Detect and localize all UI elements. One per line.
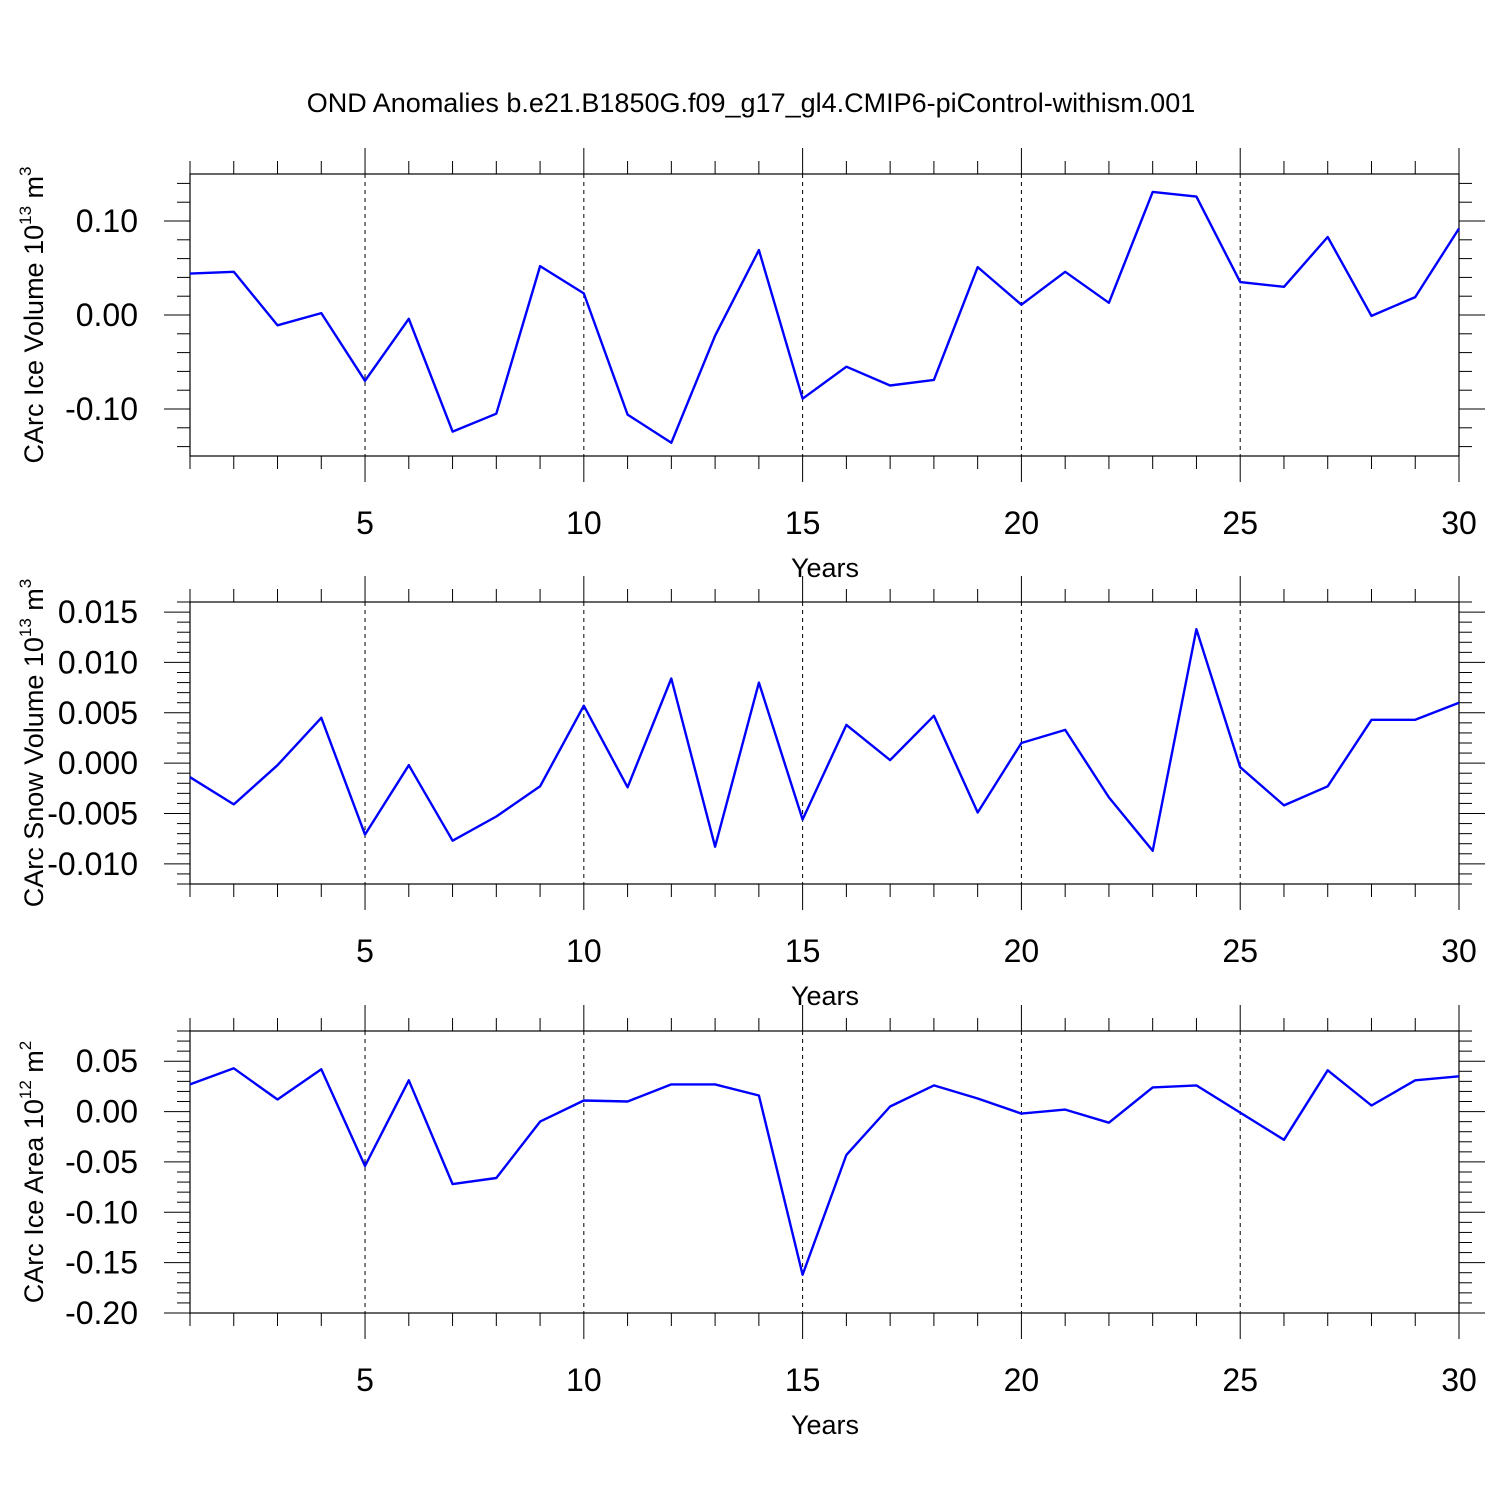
y-tick-label: 0.015 — [58, 594, 138, 630]
y-axis-title-unit: m — [19, 1050, 49, 1080]
y-axis-title-exponent: 13 — [16, 618, 35, 637]
plot-frame — [189, 1030, 1460, 1314]
y-axis-title-unit: m — [19, 588, 49, 618]
x-tick-label: 30 — [1441, 1362, 1477, 1398]
axis-ticks — [164, 576, 1485, 910]
x-tick-labels: 5 10 15 20 25 30 — [356, 1362, 1477, 1398]
x-tick-label: 15 — [785, 1362, 821, 1398]
y-tick-label: 0.005 — [58, 695, 138, 731]
ice-volume-line — [189, 190, 1461, 444]
y-axis-title-base: CArc Ice Area 10 — [19, 1099, 49, 1303]
x-grid — [364, 1031, 1241, 1313]
x-tick-label: 20 — [1004, 1362, 1040, 1398]
y-tick-labels: -0.010 -0.005 0.000 0.005 0.010 0.015 — [47, 594, 138, 882]
y-tick-labels: -0.20 -0.15 -0.10 -0.05 0.00 0.05 — [65, 1043, 138, 1331]
x-axis-title: Years — [791, 553, 859, 583]
y-axis-title-base: CArc Ice Volume 10 — [19, 225, 49, 464]
plot-frame — [189, 173, 1460, 457]
y-axis-title-unit-exponent: 2 — [16, 1041, 35, 1050]
x-tick-label: 5 — [356, 1362, 374, 1398]
x-tick-label: 10 — [566, 1362, 602, 1398]
x-grid — [364, 174, 1241, 456]
x-tick-label: 5 — [356, 505, 374, 541]
y-axis-title: CArc Ice Area 1012 m2 — [16, 1041, 49, 1304]
y-axis-title-exponent: 12 — [16, 1080, 35, 1099]
plot-frame — [189, 601, 1460, 885]
y-tick-label: 0.10 — [76, 203, 138, 239]
ice-area-line — [189, 1067, 1460, 1276]
x-tick-label: 15 — [785, 933, 821, 969]
y-axis-title-unit-exponent: 3 — [16, 579, 35, 588]
y-tick-label: 0.00 — [76, 297, 138, 333]
x-tick-label: 30 — [1441, 505, 1477, 541]
x-tick-labels: 5 10 15 20 25 30 — [356, 505, 1477, 541]
x-tick-label: 15 — [785, 505, 821, 541]
x-tick-label: 5 — [356, 933, 374, 969]
panel-snow-volume: 5 10 15 20 25 30 -0.010 -0.005 0.000 0.005 0.010 0… — [16, 576, 1485, 1011]
x-axis-title: Years — [791, 981, 859, 1011]
y-axis-title-base: CArc Snow Volume 10 — [19, 637, 49, 907]
y-axis-title-unit-exponent: 3 — [16, 166, 35, 175]
axis-ticks — [164, 1005, 1485, 1339]
x-tick-label: 20 — [1004, 933, 1040, 969]
y-tick-label: 0.000 — [58, 745, 138, 781]
x-tick-label: 25 — [1222, 505, 1258, 541]
y-tick-label: 0.05 — [76, 1043, 138, 1079]
x-tick-label: 25 — [1222, 1362, 1258, 1398]
x-tick-label: 20 — [1004, 505, 1040, 541]
y-tick-labels: -0.10 0.00 0.10 — [65, 203, 138, 427]
y-axis-title: CArc Snow Volume 1013 m3 — [16, 579, 49, 908]
x-tick-label: 10 — [566, 933, 602, 969]
x-tick-label: 30 — [1441, 933, 1477, 969]
y-axis-title-unit: m — [19, 176, 49, 206]
figure-title: OND Anomalies b.e21.B1850G.f09_g17_gl4.C… — [307, 88, 1195, 118]
y-tick-label: -0.10 — [65, 391, 138, 427]
x-tick-labels: 5 10 15 20 25 30 — [356, 933, 1477, 969]
y-tick-label: -0.15 — [65, 1245, 138, 1281]
axis-ticks — [164, 148, 1485, 482]
x-tick-label: 10 — [566, 505, 602, 541]
panel-ice-area: 5 10 15 20 25 30 -0.20 -0.15 -0.10 -0.05 0.00 0.05… — [16, 1005, 1485, 1440]
y-tick-label: -0.10 — [65, 1194, 138, 1230]
y-axis-title: CArc Ice Volume 1013 m3 — [16, 166, 49, 463]
y-tick-label: -0.005 — [47, 796, 138, 832]
y-tick-label: 0.00 — [76, 1094, 138, 1130]
x-tick-label: 25 — [1222, 933, 1258, 969]
x-axis-title: Years — [791, 1410, 859, 1440]
y-axis-title-exponent: 13 — [16, 206, 35, 225]
y-tick-label: 0.010 — [58, 644, 138, 680]
y-tick-label: -0.010 — [47, 846, 138, 882]
y-tick-label: -0.20 — [65, 1295, 138, 1331]
y-tick-label: -0.05 — [65, 1144, 138, 1180]
snow-volume-line — [189, 628, 1460, 852]
x-grid — [364, 602, 1241, 884]
panel-ice-volume: 5 10 15 20 25 30 -0.10 0.00 0.10 Years CArc Ice… — [16, 148, 1485, 583]
